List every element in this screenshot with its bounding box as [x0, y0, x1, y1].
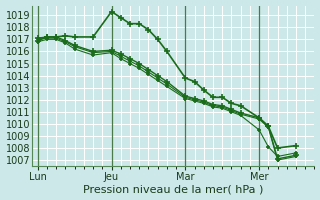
X-axis label: Pression niveau de la mer( hPa ): Pression niveau de la mer( hPa ) — [83, 184, 263, 194]
